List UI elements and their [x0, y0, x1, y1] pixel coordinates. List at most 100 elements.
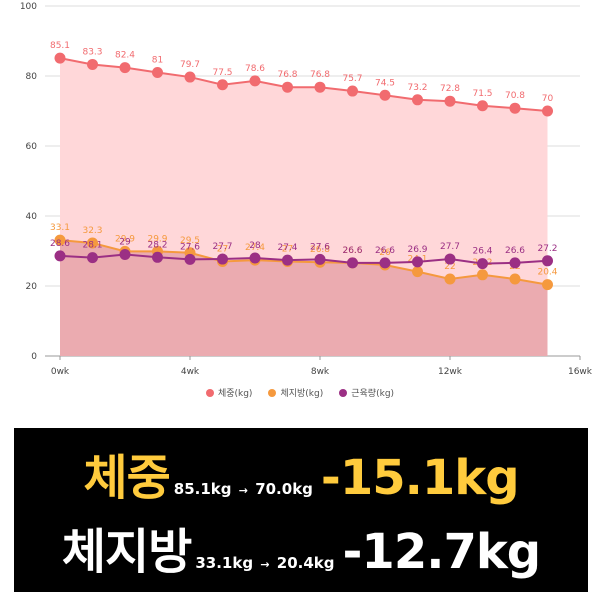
weight-point[interactable]	[282, 81, 293, 93]
muscle-point[interactable]	[412, 256, 423, 268]
x-tick-label: 16wk	[568, 367, 593, 377]
right-arrow-icon: →	[238, 484, 248, 497]
chart-legend: 체중(kg) 체지방(kg) 근육량(kg)	[0, 386, 600, 399]
weight-range: 85.1kg → 70.0kg	[174, 480, 313, 498]
line-chart: 0 20 40 60 80 100 0wk 4wk 8wk 12wk 16wk 85.1 83.3 82.…	[20, 2, 593, 377]
muscle-line	[59, 253, 548, 265]
weight-summary-row: 체중 85.1kg → 70.0kg -15.1kg	[14, 438, 588, 508]
weight-point[interactable]	[477, 100, 488, 112]
muscle-point[interactable]	[444, 253, 456, 265]
weight-data-label: 77.5	[212, 68, 232, 78]
weight-point[interactable]	[509, 102, 521, 114]
weight-point[interactable]	[542, 105, 553, 117]
fat-data-label: 27	[217, 245, 228, 255]
fat-point[interactable]	[54, 234, 66, 246]
weight-point[interactable]	[119, 62, 131, 74]
fat-data-label: 29.9	[147, 234, 167, 244]
weight-point[interactable]	[314, 81, 326, 93]
y-tick-label: 0	[31, 352, 37, 362]
muscle-point[interactable]	[347, 257, 358, 269]
weight-point[interactable]	[347, 85, 358, 97]
weight-data-label: 81	[152, 56, 163, 66]
weight-point[interactable]	[152, 67, 163, 78]
fat-from-value: 33.1kg	[195, 554, 254, 572]
weight-heading: 체중	[83, 450, 170, 506]
fat-data-label: 32.3	[82, 226, 102, 236]
muscle-data-label: 27.6	[180, 242, 200, 252]
fat-point[interactable]	[542, 279, 553, 291]
weight-from-value: 85.1kg	[173, 480, 232, 498]
legend-item-muscle[interactable]: 근육량(kg)	[339, 386, 394, 399]
fat-data-label: 26	[379, 248, 391, 258]
muscle-point[interactable]	[282, 254, 293, 266]
weight-point[interactable]	[217, 79, 228, 91]
weight-data-label: 76.8	[277, 70, 297, 80]
fat-data-label: 26.8	[310, 245, 330, 255]
legend-label-muscle: 근육량(kg)	[351, 389, 395, 399]
fat-data-label: 27	[282, 245, 293, 255]
weight-data-label: 75.7	[342, 74, 362, 84]
y-tick-label: 100	[20, 2, 37, 12]
muscle-data-label: 27.7	[212, 242, 232, 252]
muscle-point[interactable]	[542, 255, 553, 267]
muscle-data-label: 27.6	[310, 242, 330, 252]
muscle-point[interactable]	[217, 253, 228, 265]
muscle-point[interactable]	[119, 249, 131, 260]
weight-data-label: 70.8	[505, 91, 525, 101]
weight-data-label: 71.5	[472, 89, 492, 99]
fat-point[interactable]	[444, 273, 456, 285]
muscle-data-label: 26.4	[472, 247, 492, 257]
weight-data-label: 76.8	[310, 70, 330, 80]
weight-point[interactable]	[249, 75, 261, 87]
weight-point[interactable]	[54, 52, 66, 64]
x-tick-label: 4wk	[181, 367, 200, 377]
muscle-data-label: 26.6	[375, 246, 395, 256]
fat-to-value: 20.4kg	[276, 554, 335, 572]
legend-swatch-muscle	[339, 388, 348, 397]
muscle-data-label: 28.1	[82, 241, 102, 251]
weight-data-label: 82.4	[115, 51, 135, 61]
weight-point[interactable]	[412, 94, 423, 106]
fat-line	[59, 239, 548, 286]
muscle-point[interactable]	[87, 252, 98, 264]
y-tick-label: 80	[26, 72, 38, 82]
muscle-data-label: 26.6	[505, 246, 525, 256]
weight-point[interactable]	[184, 71, 196, 83]
weight-data-label: 74.5	[375, 78, 395, 88]
fat-data-label: 29.9	[115, 234, 135, 244]
summary-banner: 체중 85.1kg → 70.0kg -15.1kg 체지방 33.1kg → …	[14, 428, 588, 592]
fat-data-label: 27.4	[245, 243, 265, 253]
legend-swatch-weight	[205, 388, 214, 397]
muscle-point[interactable]	[54, 250, 66, 262]
weight-point[interactable]	[379, 89, 391, 101]
fat-point[interactable]	[87, 237, 98, 249]
fat-point[interactable]	[477, 269, 488, 281]
muscle-data-label: 27.2	[537, 244, 557, 254]
fat-data-label: 26.6	[342, 246, 362, 256]
muscle-point[interactable]	[379, 257, 391, 269]
fat-area	[60, 240, 548, 356]
weight-point[interactable]	[87, 58, 98, 70]
muscle-data-label: 27.7	[440, 242, 460, 252]
fat-point[interactable]	[412, 266, 423, 278]
y-tick-label: 60	[26, 142, 38, 152]
x-tick-label: 0wk	[51, 367, 70, 377]
muscle-point[interactable]	[477, 258, 488, 270]
muscle-point[interactable]	[249, 252, 261, 264]
weight-point[interactable]	[444, 95, 456, 107]
muscle-point[interactable]	[184, 253, 196, 265]
legend-item-fat[interactable]: 체지방(kg)	[268, 386, 323, 399]
fat-point[interactable]	[509, 273, 521, 285]
weight-change-value: -15.1kg	[320, 450, 520, 506]
muscle-point[interactable]	[152, 251, 163, 263]
weight-data-label: 79.7	[180, 60, 200, 70]
muscle-point[interactable]	[509, 257, 521, 269]
fat-data-label: 22	[444, 262, 455, 272]
legend-item-weight[interactable]: 체중(kg)	[205, 386, 252, 399]
weight-to-value: 70.0kg	[255, 480, 313, 498]
legend-swatch-fat	[268, 388, 277, 397]
muscle-point[interactable]	[314, 253, 326, 265]
fat-data-label: 33.1	[50, 223, 70, 233]
fat-change-value: -12.7kg	[342, 524, 542, 580]
muscle-data-label: 27.4	[277, 243, 297, 253]
